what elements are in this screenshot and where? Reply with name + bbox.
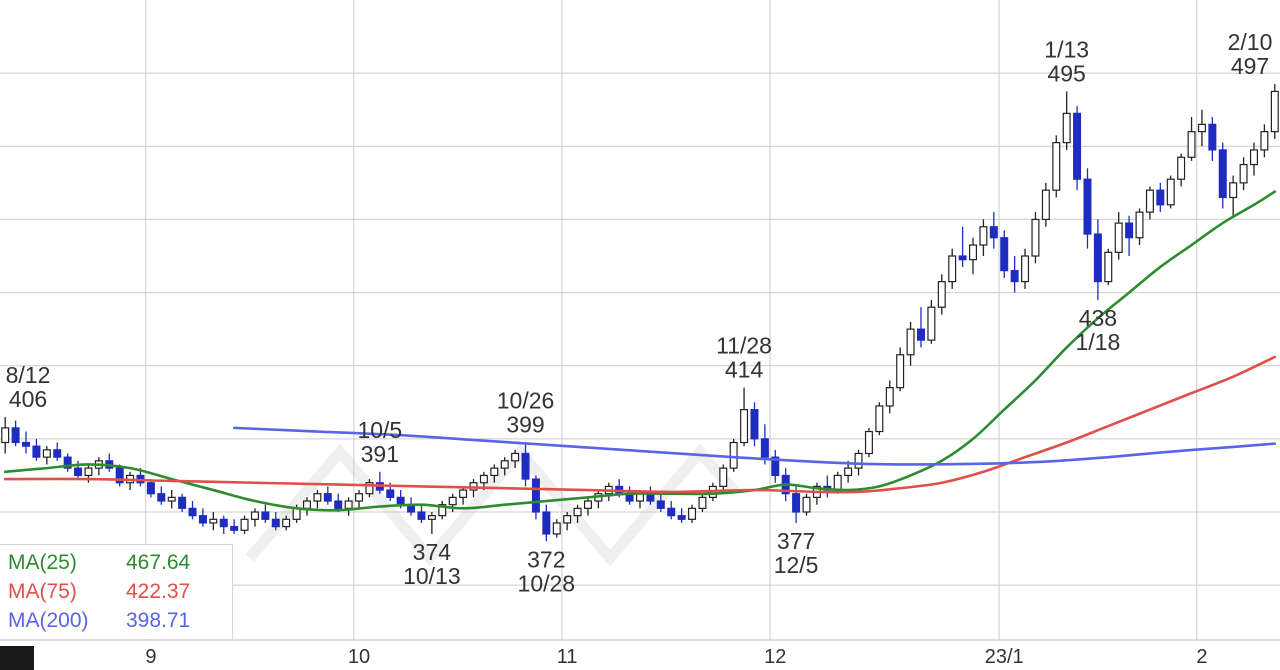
svg-text:10: 10: [348, 646, 370, 668]
svg-text:377: 377: [777, 528, 815, 554]
ma25-line: [3, 190, 1277, 512]
svg-text:1/18: 1/18: [1076, 329, 1121, 355]
svg-text:391: 391: [361, 441, 399, 467]
svg-text:2: 2: [1196, 646, 1207, 668]
svg-text:497: 497: [1231, 53, 1269, 79]
svg-text:12/5: 12/5: [774, 552, 819, 578]
svg-text:495: 495: [1047, 60, 1085, 86]
ma25-value: 467.64: [126, 550, 191, 574]
ma200-value: 398.71: [126, 608, 191, 632]
svg-text:438: 438: [1079, 305, 1117, 331]
ma25-label: MA(25): [8, 550, 77, 574]
svg-text:8/12: 8/12: [6, 362, 51, 388]
x-axis-labels: 9 10 11 12 23/1 2: [145, 646, 1207, 668]
x-axis-strip: [0, 640, 1280, 670]
ma75-label: MA(75): [8, 579, 77, 603]
ma200-label: MA(200): [8, 608, 89, 632]
legend-row-0: MA(25) 467.64: [8, 548, 232, 577]
svg-text:10/28: 10/28: [518, 570, 576, 596]
svg-text:23/1: 23/1: [985, 646, 1024, 668]
svg-text:372: 372: [527, 546, 565, 572]
legend-row-1: MA(75) 422.37: [8, 577, 232, 606]
svg-text:11/28: 11/28: [716, 333, 772, 359]
ma75-line: [3, 355, 1277, 494]
svg-text:399: 399: [506, 412, 544, 438]
svg-text:11: 11: [557, 646, 578, 668]
ma75-value: 422.37: [126, 579, 191, 603]
svg-text:12: 12: [764, 646, 786, 668]
legend-row-2: MA(200) 398.71: [8, 606, 232, 635]
svg-text:414: 414: [725, 357, 764, 383]
svg-text:10/26: 10/26: [497, 388, 555, 414]
watermark: [245, 443, 740, 567]
svg-text:10/5: 10/5: [357, 417, 402, 443]
ma-legend: MA(25) 467.64 MA(75) 422.37 MA(200) 398.…: [0, 544, 233, 639]
svg-text:2/10: 2/10: [1228, 29, 1273, 55]
svg-text:10/13: 10/13: [403, 563, 461, 589]
svg-text:9: 9: [145, 646, 156, 668]
svg-text:1/13: 1/13: [1044, 36, 1089, 62]
svg-text:406: 406: [9, 386, 47, 412]
corner-block: [0, 646, 34, 670]
ma200-line: [232, 426, 1277, 466]
svg-text:374: 374: [413, 539, 452, 565]
